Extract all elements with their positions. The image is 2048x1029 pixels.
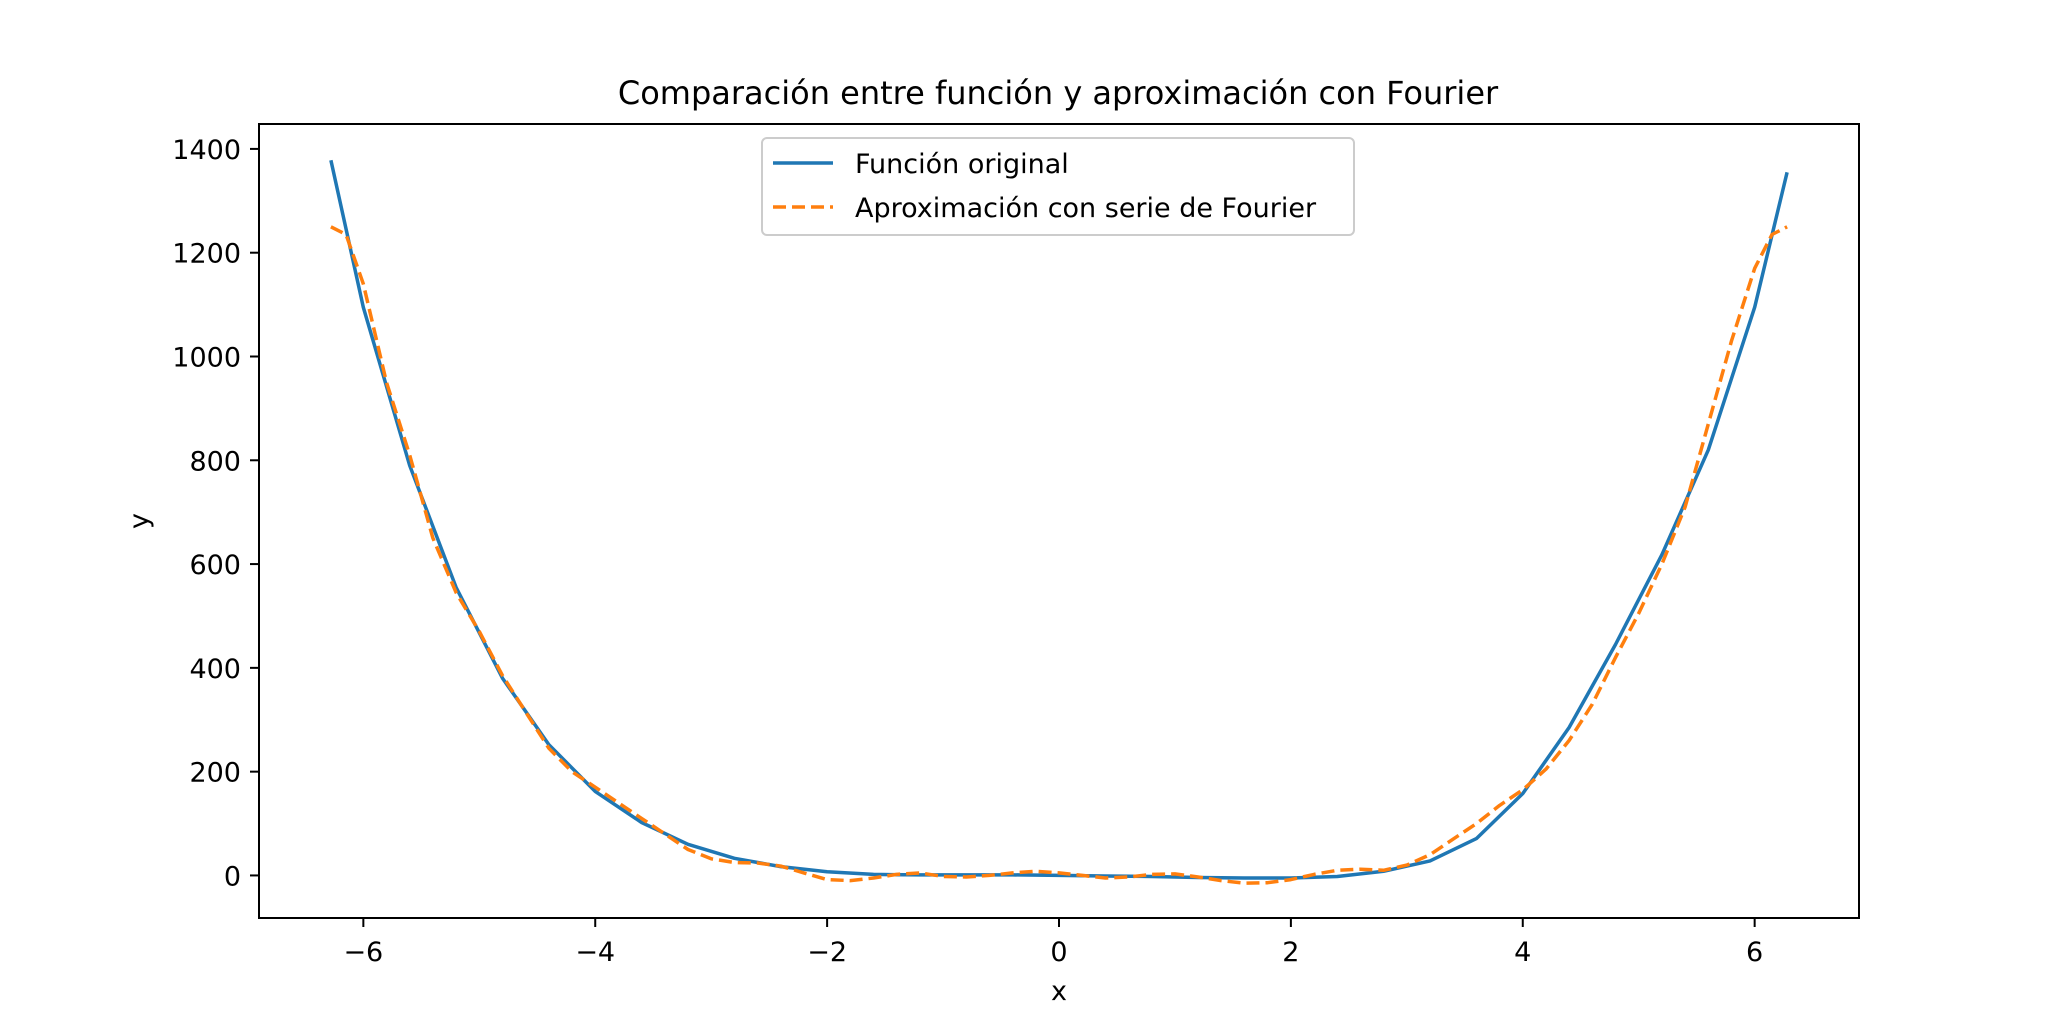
- x-tick-label: 4: [1514, 937, 1531, 968]
- series-line-original: [329, 159, 1789, 880]
- x-tick-label: −6: [343, 937, 383, 968]
- series-line-fourier: [330, 225, 1788, 885]
- y-tick-label: 200: [189, 758, 241, 789]
- x-axis-label: x: [1051, 976, 1067, 1007]
- x-tick-label: 0: [1050, 937, 1067, 968]
- y-tick-label: 800: [189, 446, 241, 477]
- y-axis-label: y: [124, 513, 155, 529]
- y-tick-label: 0: [224, 861, 241, 892]
- series-layer: [329, 159, 1789, 885]
- legend-label-original: Función original: [855, 149, 1069, 180]
- x-tick-label: −2: [807, 937, 847, 968]
- legend-box: [761, 137, 1355, 236]
- axes-layer: −6 −4 −2 0 2 4 6 0 200 400 600 800 1000 1200 1400: [172, 135, 1763, 968]
- y-tick-label: 1400: [172, 135, 241, 166]
- legend-label-fourier: Aproximación con serie de Fourier: [855, 193, 1317, 224]
- legend: Función original Aproximación con serie …: [761, 137, 1355, 236]
- x-tick-label: 6: [1746, 937, 1763, 968]
- y-tick-label: 600: [189, 550, 241, 581]
- y-tick-label: 400: [189, 654, 241, 685]
- y-tick-label: 1000: [172, 342, 241, 373]
- chart-title: Comparación entre función y aproximación…: [618, 74, 1499, 112]
- x-tick-label: 2: [1282, 937, 1299, 968]
- x-tick-label: −4: [575, 937, 615, 968]
- plot-area-frame: [258, 123, 1860, 919]
- y-tick-label: 1200: [172, 239, 241, 270]
